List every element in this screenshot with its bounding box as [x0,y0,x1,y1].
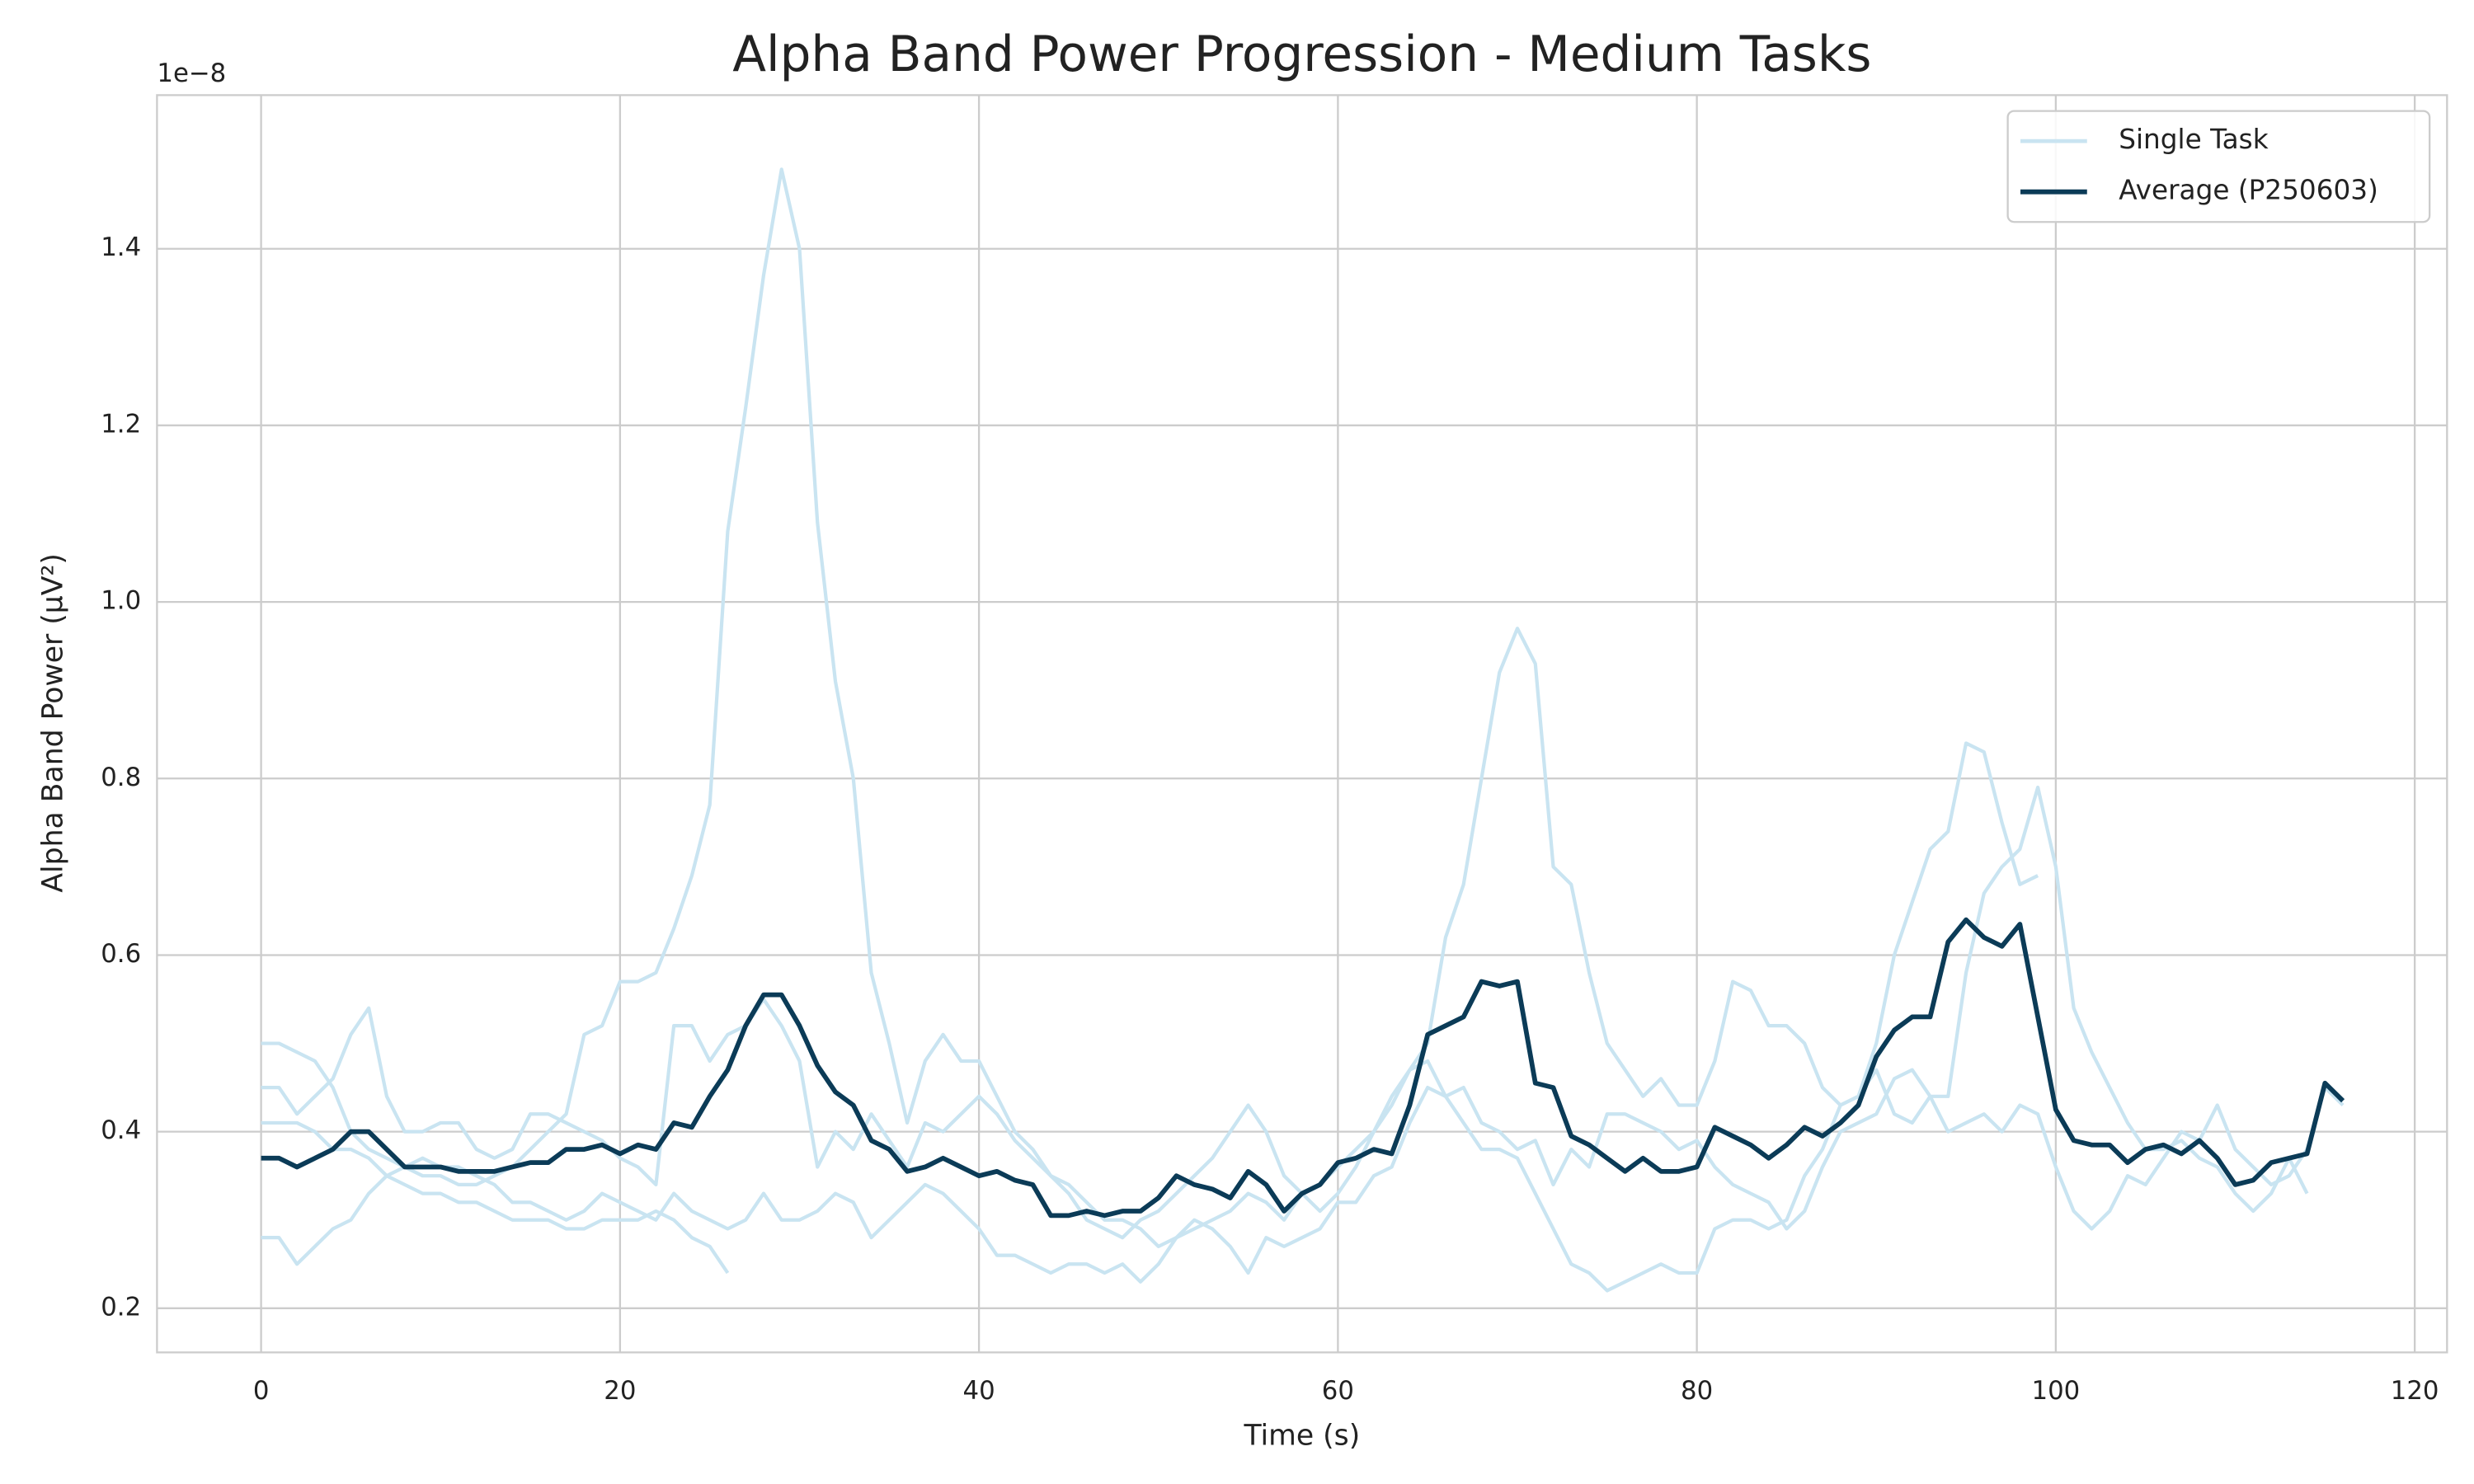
y-tick-label: 1.4 [101,232,141,262]
y-tick-label: 0.2 [101,1292,141,1322]
task-line [261,1120,730,1275]
legend-label: Single Task [2119,124,2268,155]
y-tick-label: 1.0 [101,586,141,616]
task-line [261,785,2309,1284]
x-tick-label: 40 [963,1376,995,1406]
chart-title: Alpha Band Power Progression - Medium Ta… [732,26,1871,83]
y-offset-label: 1e−8 [157,59,226,88]
x-tick-label: 60 [1322,1376,1354,1406]
y-tick-label: 0.4 [101,1115,141,1145]
x-tick-label: 0 [253,1376,270,1406]
plot-frame [156,94,2448,1354]
y-axis-label: Alpha Band Power (µV²) [36,553,69,892]
x-tick-label: 20 [604,1376,636,1406]
task-line [261,167,2039,1240]
legend: Single Task Average (P250603) [2006,110,2431,223]
average-line [261,917,2345,1219]
legend-box [2006,110,2431,223]
x-tick-label: 120 [2391,1376,2439,1406]
y-tick-label: 0.6 [101,939,141,969]
x-axis-label: Time (s) [1243,1419,1360,1452]
x-tick-label: 80 [1681,1376,1713,1406]
plot-lines [261,167,2345,1293]
y-tick-label: 0.8 [101,763,141,792]
grid: 0 20 40 60 80 100 120 0.2 0.4 0.6 0.8 1.0 1.2 1.4 [101,95,2448,1406]
legend-label: Average (P250603) [2119,175,2378,206]
y-tick-label: 1.2 [101,409,141,439]
x-tick-label: 100 [2032,1376,2081,1406]
